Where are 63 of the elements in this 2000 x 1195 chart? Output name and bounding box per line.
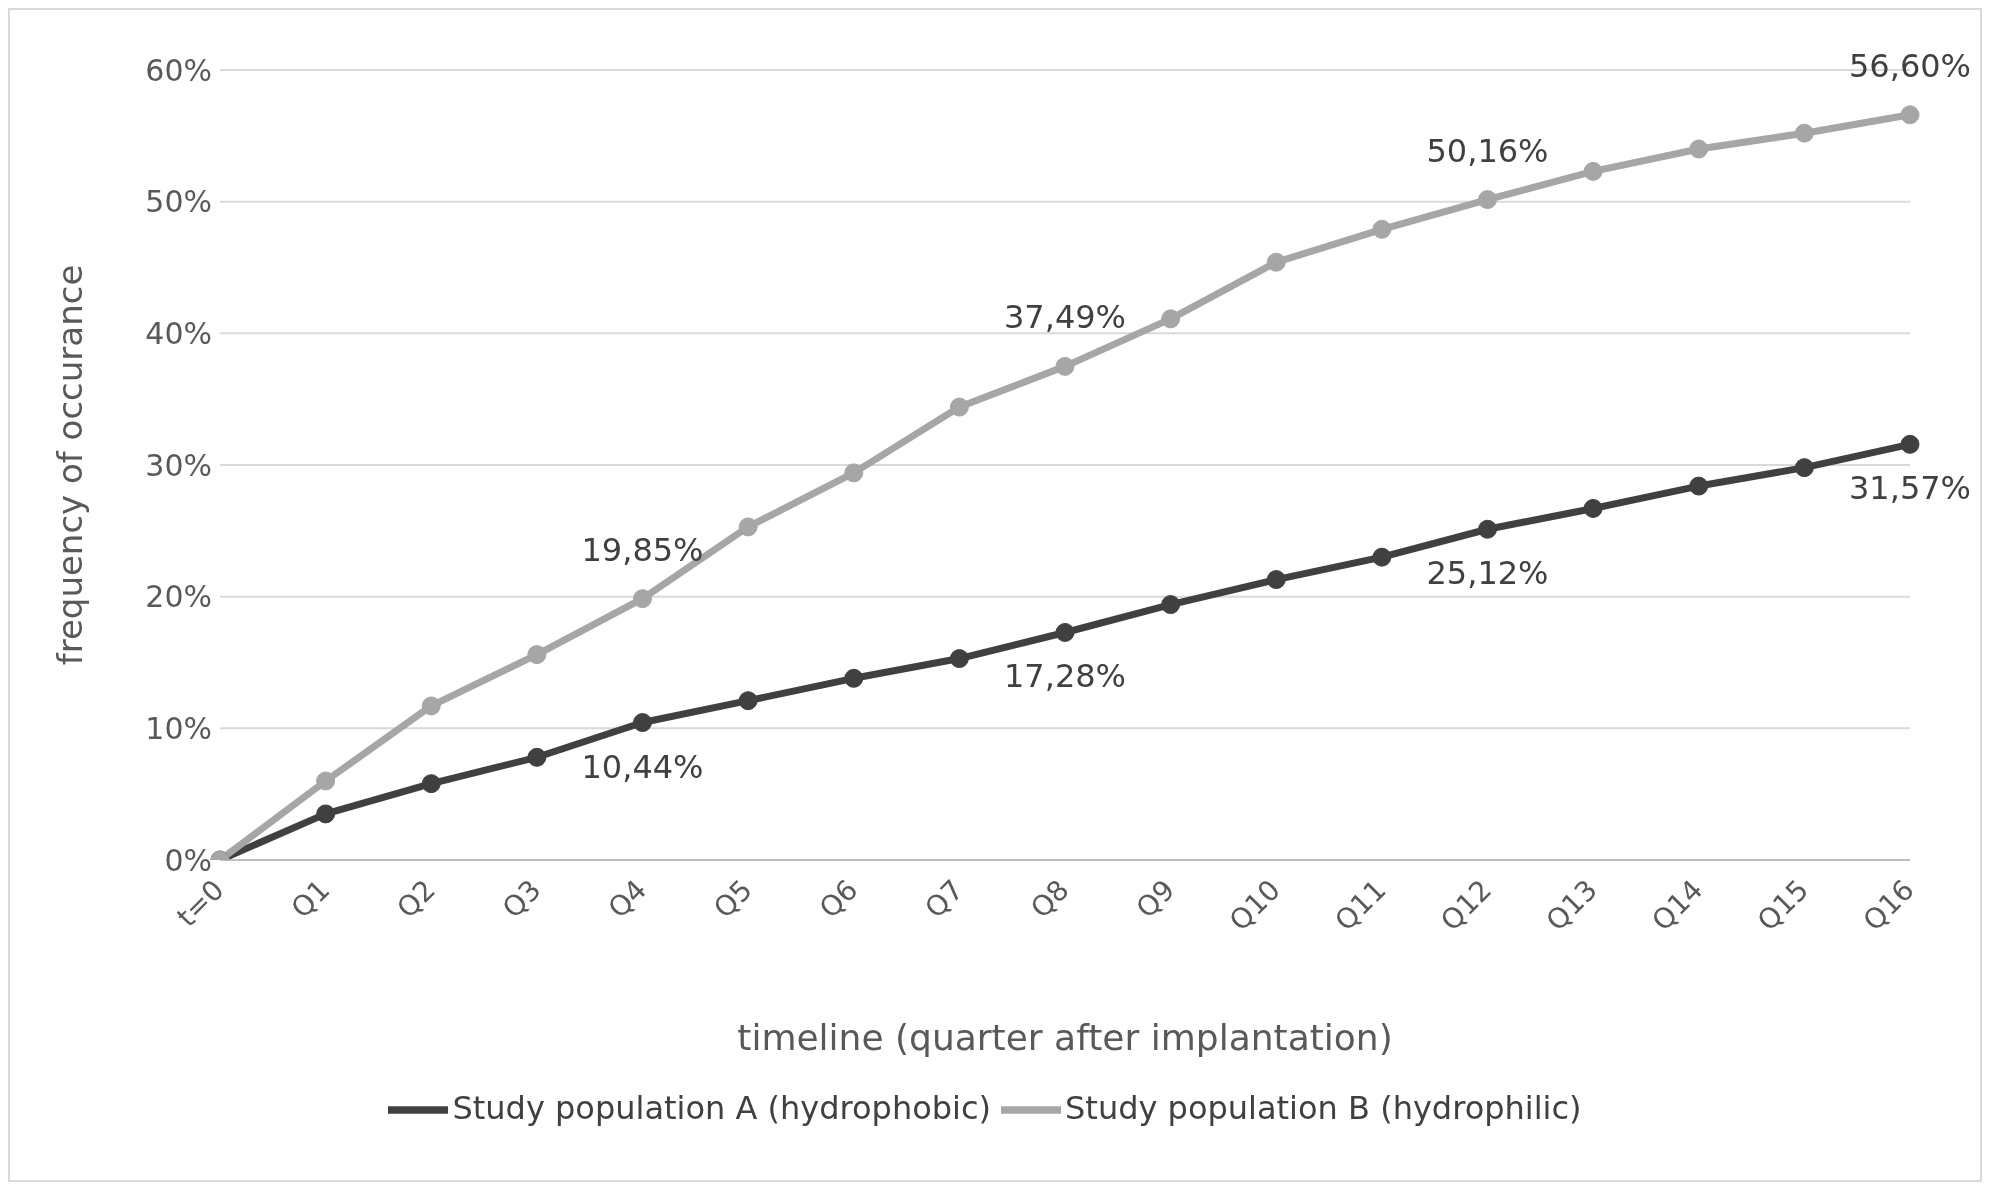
data-label: 25,12% — [1426, 554, 1549, 593]
x-tick-label: Q2 — [390, 873, 442, 925]
point — [1478, 519, 1497, 539]
point — [316, 771, 336, 791]
point — [633, 713, 652, 733]
x-tick-label: Q10 — [1222, 873, 1287, 938]
x-tick-label: Q7 — [918, 873, 970, 925]
x-tick-label: Q1 — [284, 873, 337, 925]
data-label: 50,16% — [1426, 131, 1549, 170]
x-tick-label: Q5 — [707, 873, 759, 925]
point — [1689, 139, 1709, 159]
point — [949, 397, 969, 417]
point — [1266, 252, 1286, 272]
point — [1372, 547, 1392, 567]
point — [421, 696, 441, 716]
y-axis-title: frequency of occurance — [50, 264, 91, 666]
y-tick-label: 10% — [145, 710, 212, 746]
point — [1161, 309, 1181, 329]
x-tick-label: Q9 — [1129, 873, 1182, 925]
y-tick-label: 30% — [145, 447, 212, 483]
point — [844, 668, 864, 688]
point — [316, 804, 336, 824]
data-label: 56,60% — [1848, 46, 1972, 85]
point — [1900, 105, 1920, 125]
point — [1161, 595, 1181, 615]
y-tick-label: 60% — [145, 52, 212, 88]
x-tick-label: Q13 — [1539, 873, 1604, 938]
data-label: 37,49% — [1003, 298, 1127, 337]
point — [1583, 498, 1603, 518]
data-label: 31,57% — [1848, 469, 1972, 508]
point — [421, 774, 441, 794]
point — [1266, 570, 1286, 590]
data-label: 10,44% — [581, 747, 704, 786]
y-tick-label: 20% — [145, 579, 212, 615]
point — [1794, 123, 1814, 143]
point — [527, 747, 547, 767]
point — [949, 649, 969, 669]
point — [1794, 458, 1814, 478]
legend-label: Study population A (hydrophobic) — [452, 1089, 992, 1127]
x-axis-title: timeline (quarter after implantation) — [737, 1017, 1393, 1058]
point — [1372, 219, 1392, 239]
y-tick-label: 50% — [145, 184, 212, 220]
data-label: 19,85% — [581, 530, 704, 569]
point — [1055, 356, 1075, 376]
y-tick-label: 40% — [145, 315, 212, 351]
x-tick-label: Q6 — [812, 873, 865, 925]
point — [844, 463, 864, 483]
point — [1583, 161, 1603, 181]
point — [527, 645, 547, 665]
point — [1900, 434, 1920, 454]
point — [633, 589, 652, 609]
point — [738, 517, 758, 537]
point — [1478, 190, 1497, 210]
x-tick-label: Q11 — [1328, 873, 1393, 938]
x-tick-label: Q12 — [1433, 873, 1499, 938]
legend-label: Study population B (hydrophilic) — [1065, 1089, 1582, 1127]
point — [1689, 476, 1709, 496]
x-tick-label: Q8 — [1024, 873, 1076, 925]
x-tick-label: Q4 — [601, 873, 654, 925]
x-tick-label: Q3 — [495, 873, 548, 925]
point — [738, 691, 758, 711]
point — [1055, 622, 1075, 642]
data-label: 17,28% — [1003, 657, 1127, 696]
